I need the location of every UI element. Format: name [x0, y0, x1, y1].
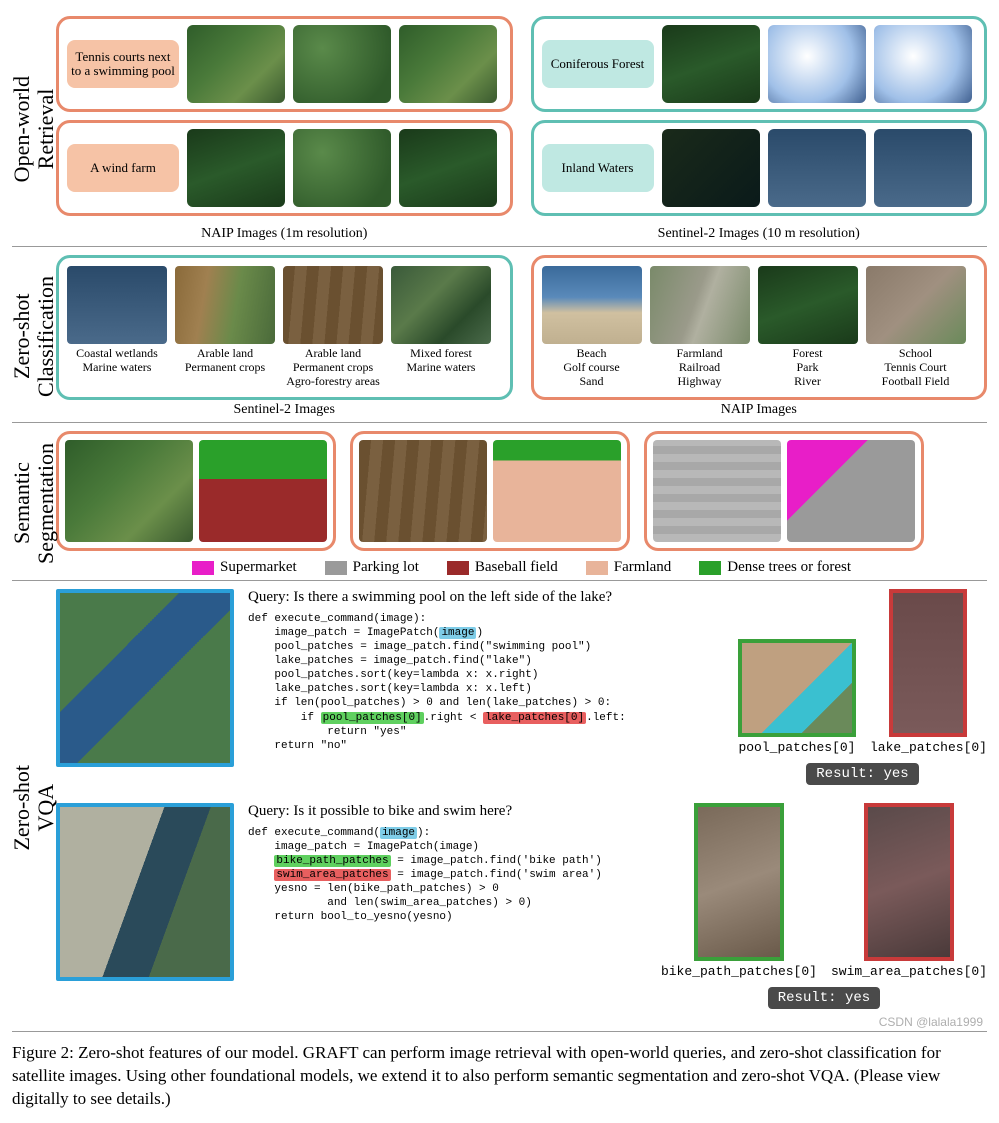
section-label-retrieval: Open-world Retrieval — [12, 16, 56, 242]
vqa-patch-bike — [694, 803, 784, 961]
satellite-thumb — [874, 129, 972, 207]
vqa-result: Result: yes — [806, 763, 918, 785]
swatch-icon — [447, 561, 469, 575]
section-label-classification: Zero-shot Classification — [12, 255, 56, 418]
seg-mask — [493, 440, 621, 542]
patch-label: lake_patches[0] — [870, 740, 987, 755]
vqa-example-1: Query: Is there a swimming pool on the l… — [56, 589, 987, 785]
satellite-thumb — [866, 266, 966, 344]
seg-mask — [199, 440, 327, 542]
seg-legend: Supermarket Parking lot Baseball field F… — [56, 559, 987, 576]
legend-item: Supermarket — [192, 559, 297, 576]
seg-mask — [787, 440, 915, 542]
vqa-query: Query: Is there a swimming pool on the l… — [248, 589, 724, 606]
vqa-code: def execute_command(image): image_patch … — [248, 612, 724, 753]
section-label-vqa: Zero-shot VQA — [12, 589, 56, 1027]
retrieval-subcaption-left: NAIP Images (1m resolution) — [56, 226, 513, 242]
class-label: Arable land Permanent crops Agro-forestr… — [286, 347, 380, 389]
satellite-thumb — [662, 129, 760, 207]
swatch-icon — [325, 561, 347, 575]
satellite-thumb — [391, 266, 491, 344]
retrieval-naip-row2: A wind farm — [56, 120, 513, 216]
swatch-icon — [586, 561, 608, 575]
legend-item: Dense trees or forest — [699, 559, 851, 576]
vqa-query: Query: Is it possible to bike and swim h… — [248, 803, 647, 820]
class-label: Forest Park River — [793, 347, 823, 389]
seg-original — [359, 440, 487, 542]
retrieval-subcaption-right: Sentinel-2 Images (10 m resolution) — [531, 226, 988, 242]
swatch-icon — [192, 561, 214, 575]
figure-caption: Figure 2: Zero-shot features of our mode… — [12, 1042, 987, 1111]
class-label: Mixed forest Marine waters — [407, 347, 476, 389]
legend-item: Baseball field — [447, 559, 558, 576]
retrieval-caption: Coniferous Forest — [542, 40, 654, 88]
satellite-thumb — [399, 25, 497, 103]
seg-panel-3 — [644, 431, 924, 551]
retrieval-caption: Inland Waters — [542, 144, 654, 192]
retrieval-s2-row1: Coniferous Forest — [531, 16, 988, 112]
satellite-thumb — [283, 266, 383, 344]
retrieval-caption: A wind farm — [67, 144, 179, 192]
section-classification: Zero-shot Classification Coastal wetland… — [12, 246, 987, 422]
satellite-thumb — [650, 266, 750, 344]
section-segmentation: Semantic Segmentation Supermarket Park — [12, 422, 987, 580]
satellite-thumb — [874, 25, 972, 103]
section-label-segmentation: Semantic Segmentation — [12, 431, 56, 576]
classification-subcaption-left: Sentinel-2 Images — [56, 402, 513, 418]
patch-label: pool_patches[0] — [738, 740, 855, 755]
class-label: Farmland Railroad Highway — [677, 347, 723, 389]
legend-item: Parking lot — [325, 559, 419, 576]
class-label: School Tennis Court Football Field — [882, 347, 950, 389]
satellite-thumb — [768, 129, 866, 207]
vqa-result: Result: yes — [768, 987, 880, 1009]
vqa-input-image — [56, 803, 234, 981]
retrieval-s2-row2: Inland Waters — [531, 120, 988, 216]
seg-original — [65, 440, 193, 542]
classification-s2-panel: Coastal wetlands Marine waters Arable la… — [56, 255, 513, 400]
swatch-icon — [699, 561, 721, 575]
patch-label: bike_path_patches[0] — [661, 964, 817, 979]
patch-label: swim_area_patches[0] — [831, 964, 987, 979]
classification-naip-panel: Beach Golf course Sand Farmland Railroad… — [531, 255, 988, 400]
seg-panel-1 — [56, 431, 336, 551]
satellite-thumb — [542, 266, 642, 344]
vqa-patch-pool — [738, 639, 856, 737]
vqa-example-2: Query: Is it possible to bike and swim h… — [56, 803, 987, 1009]
class-label: Beach Golf course Sand — [563, 347, 619, 389]
retrieval-naip-row1: Tennis courts next to a swimming pool — [56, 16, 513, 112]
class-label: Coastal wetlands Marine waters — [76, 347, 158, 389]
class-label: Arable land Permanent crops — [185, 347, 265, 389]
classification-subcaption-right: NAIP Images — [531, 402, 988, 418]
satellite-thumb — [187, 129, 285, 207]
retrieval-caption: Tennis courts next to a swimming pool — [67, 40, 179, 88]
satellite-thumb — [293, 129, 391, 207]
seg-panel-2 — [350, 431, 630, 551]
section-retrieval: Open-world Retrieval Tennis courts next … — [12, 12, 987, 246]
vqa-patch-swim — [864, 803, 954, 961]
vqa-input-image — [56, 589, 234, 767]
legend-item: Farmland — [586, 559, 672, 576]
vqa-code: def execute_command(image): image_patch … — [248, 826, 647, 925]
satellite-thumb — [67, 266, 167, 344]
vqa-patch-lake — [889, 589, 967, 737]
satellite-thumb — [768, 25, 866, 103]
satellite-thumb — [175, 266, 275, 344]
satellite-thumb — [293, 25, 391, 103]
seg-original — [653, 440, 781, 542]
satellite-thumb — [187, 25, 285, 103]
section-vqa: Zero-shot VQA Query: Is there a swimming… — [12, 580, 987, 1032]
satellite-thumb — [662, 25, 760, 103]
satellite-thumb — [758, 266, 858, 344]
figure-2: Open-world Retrieval Tennis courts next … — [12, 12, 987, 1111]
satellite-thumb — [399, 129, 497, 207]
